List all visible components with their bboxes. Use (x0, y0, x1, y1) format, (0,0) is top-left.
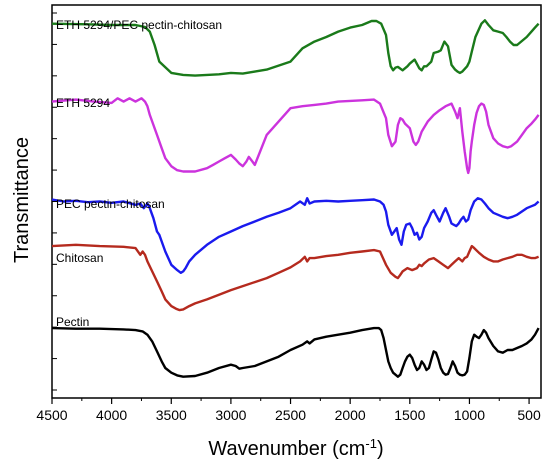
series-label-layer: ETH 5294/PEC pectin-chitosan ETH 5294 PEC … (56, 18, 222, 329)
x-tick-label: 1000 (454, 407, 485, 423)
series-layer (51, 19, 540, 378)
series-label-2: PEC pectin-chitosan (56, 197, 165, 211)
series-label-1: ETH 5294 (56, 96, 110, 110)
x-tick-label: 3000 (215, 407, 246, 423)
series-label-0: ETH 5294/PEC pectin-chitosan (56, 18, 222, 32)
x-tick-label: 4500 (36, 407, 67, 423)
x-tick-label: 3500 (156, 407, 187, 423)
series-line-2 (51, 197, 540, 274)
x-tick-label: 4000 (96, 407, 127, 423)
series-line-4 (51, 326, 540, 378)
series-line-0 (51, 19, 540, 77)
x-tick-label: 1500 (394, 407, 425, 423)
series-line-1 (51, 97, 540, 175)
series-label-3: Chitosan (56, 251, 103, 265)
x-axis-ticks: 4500 4000 3500 3000 2500 2000 1500 1000 500 (36, 398, 541, 423)
x-tick-label: 2500 (275, 407, 306, 423)
x-tick-label: 2000 (335, 407, 366, 423)
series-label-4: Pectin (56, 315, 89, 329)
x-axis-title: Wavenumber (cm-1) (208, 436, 383, 461)
y-axis-title: Transmittance (11, 137, 33, 263)
y-axis-ticks (52, 12, 57, 391)
series-line-3 (51, 243, 540, 312)
x-tick-label: 500 (517, 407, 541, 423)
